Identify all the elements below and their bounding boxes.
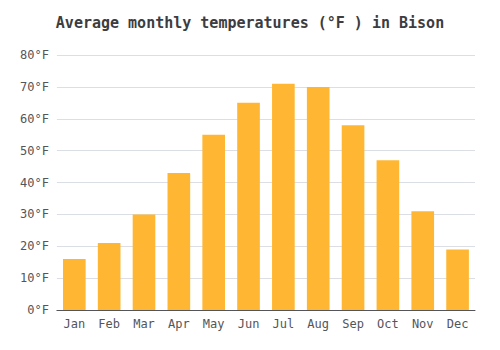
svg-text:Nov: Nov (412, 317, 434, 331)
svg-text:70°F: 70°F (20, 80, 49, 94)
svg-text:Dec: Dec (447, 317, 469, 331)
svg-text:Oct: Oct (377, 317, 399, 331)
svg-text:80°F: 80°F (20, 48, 49, 62)
svg-text:60°F: 60°F (20, 112, 49, 126)
svg-text:Jan: Jan (63, 317, 85, 331)
svg-text:50°F: 50°F (20, 144, 49, 158)
svg-text:Apr: Apr (168, 317, 190, 331)
svg-text:Sep: Sep (342, 317, 364, 331)
svg-text:May: May (203, 317, 225, 331)
svg-text:Jul: Jul (273, 317, 295, 331)
svg-text:Feb: Feb (98, 317, 120, 331)
svg-text:0°F: 0°F (27, 303, 49, 317)
svg-text:40°F: 40°F (20, 176, 49, 190)
svg-text:Average monthly temperatures (: Average monthly temperatures (°F ) in Bi… (56, 14, 444, 32)
svg-text:10°F: 10°F (20, 271, 49, 285)
svg-text:Aug: Aug (307, 317, 329, 331)
svg-text:Mar: Mar (133, 317, 155, 331)
svg-text:Jun: Jun (238, 317, 260, 331)
svg-text:20°F: 20°F (20, 239, 49, 253)
svg-text:30°F: 30°F (20, 207, 49, 221)
